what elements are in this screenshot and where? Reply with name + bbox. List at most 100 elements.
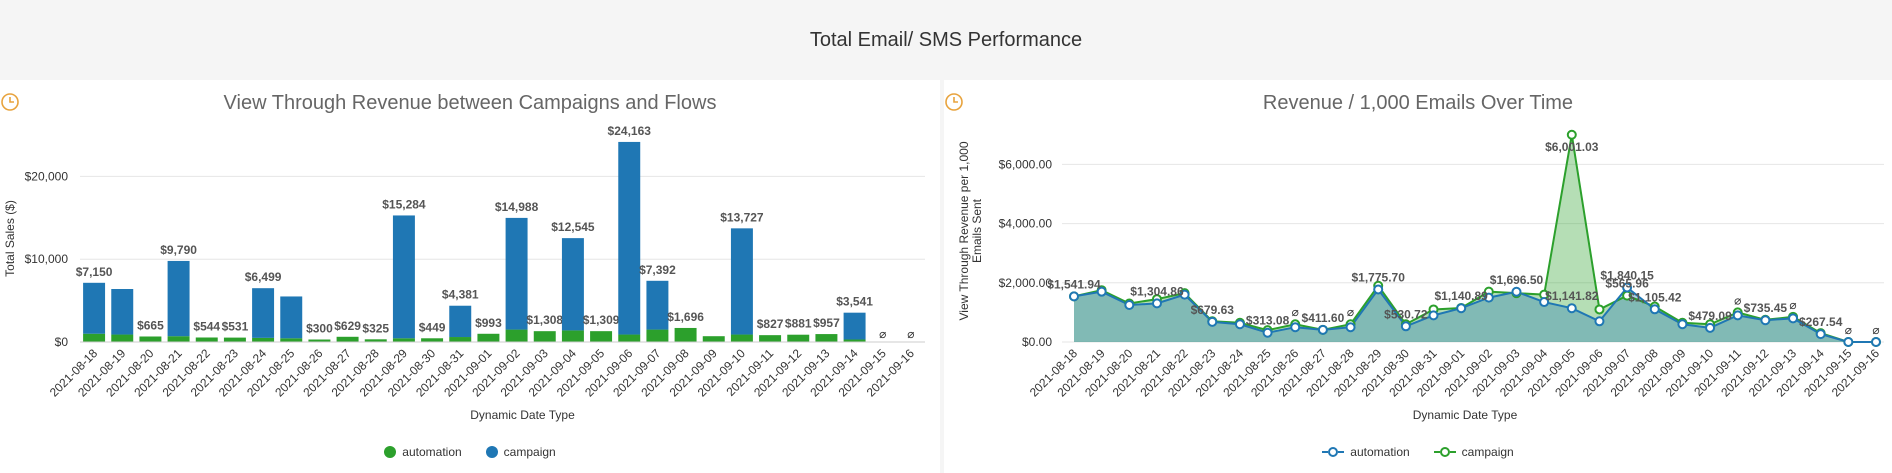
point-data-label: $530.72: [1384, 307, 1428, 321]
area-chart-title: Revenue / 1,000 Emails Over Time: [1262, 92, 1574, 114]
point-automation: [1483, 292, 1494, 303]
bar-campaign: [280, 296, 303, 339]
empty-marker: ⌀: [1734, 293, 1741, 307]
point-automation: [1400, 321, 1411, 332]
legend-item-automation[interactable]: automation: [1322, 445, 1410, 459]
bar-automation: [674, 327, 697, 342]
point-data-label: $1,105.42: [1628, 290, 1682, 304]
point-automation: [1428, 310, 1439, 321]
point-automation: [1622, 282, 1633, 293]
point-automation: [1345, 322, 1356, 333]
bar-data-label: $629: [334, 319, 361, 333]
point-automation: [1373, 284, 1384, 295]
point-automation: [1124, 300, 1135, 310]
bar-campaign: [111, 289, 134, 335]
bar-automation: [139, 336, 162, 342]
point-automation: [1262, 327, 1273, 338]
point-automation: [1234, 319, 1245, 330]
bar-chart-title: View Through Revenue between Campaigns a…: [223, 92, 717, 114]
point-automation: [1290, 322, 1301, 333]
revenue-bar-panel: View Through Revenue between Campaigns a…: [0, 80, 940, 473]
legend-swatch-automation: [1322, 447, 1345, 457]
bar-campaign: [167, 260, 190, 337]
empty-marker: ⌀: [879, 327, 886, 341]
empty-marker: ⌀: [1872, 323, 1879, 337]
bar-data-label: $300: [306, 322, 333, 336]
bar-campaign: [505, 217, 528, 330]
bar-automation: [561, 330, 584, 342]
bar-automation: [336, 336, 359, 342]
bar-automation: [759, 335, 782, 342]
legend-item-campaign[interactable]: campaign: [1433, 445, 1514, 459]
legend-item-campaign[interactable]: campaign: [485, 445, 556, 459]
bar-campaign: [449, 305, 472, 338]
bar-automation: [505, 329, 528, 342]
y-tick-label: $2,000.00: [999, 276, 1053, 290]
area-automation: [1074, 287, 1876, 342]
bar-campaign: [646, 280, 669, 330]
bar-automation: [477, 333, 500, 342]
legend-swatch-campaign: [485, 446, 498, 458]
bar-data-label: $4,381: [442, 288, 479, 302]
bar-data-label: $15,284: [382, 197, 426, 211]
bar-automation: [449, 337, 472, 342]
clock-icon[interactable]: [944, 92, 964, 112]
point-automation: [1539, 297, 1550, 308]
y-tick-label: $0.00: [1022, 335, 1052, 349]
point-automation: [1677, 319, 1688, 330]
point-data-label: $1,775.70: [1352, 270, 1406, 284]
bar-data-label: $12,545: [551, 220, 595, 234]
point-automation: [1566, 303, 1577, 314]
point-data-label: $313.08: [1246, 314, 1290, 328]
bar-data-label: $1,696: [667, 310, 704, 324]
bar-automation: [223, 337, 246, 342]
bar-data-label: $6,499: [245, 270, 282, 284]
bar-campaign: [252, 288, 275, 338]
bar-campaign: [618, 141, 641, 335]
point-automation: [1179, 289, 1190, 300]
point-automation: [1456, 303, 1467, 314]
bar-data-label: $957: [813, 316, 840, 330]
area-legend: automation campaign: [944, 445, 1892, 459]
point-automation: [1649, 304, 1660, 315]
point-data-label: $1,696.50: [1490, 273, 1544, 287]
bar-data-label: $24,163: [608, 124, 652, 138]
point-campaign: [1594, 304, 1605, 315]
bar-campaign: [392, 215, 415, 339]
point-automation: [1788, 313, 1799, 324]
bar-automation: [280, 338, 303, 342]
bar-data-label: $881: [785, 317, 812, 331]
point-automation: [1760, 315, 1771, 326]
point-data-label: $411.60: [1302, 311, 1345, 325]
bar-legend: automation campaign: [0, 445, 940, 459]
y-tick-label: $20,000: [25, 169, 69, 183]
bar-data-label: $531: [222, 320, 249, 334]
bar-data-label: $1,308: [526, 313, 563, 327]
point-data-label: $735.45: [1744, 301, 1788, 315]
point-automation: [1151, 298, 1162, 309]
point-automation: [1815, 329, 1826, 340]
clock-icon[interactable]: [0, 92, 20, 112]
empty-marker: ⌀: [1292, 305, 1299, 319]
revenue-per-email-panel: Revenue / 1,000 Emails Over Time $0.00 $2…: [944, 80, 1892, 473]
empty-marker: ⌀: [1845, 323, 1852, 337]
empty-marker: ⌀: [1789, 298, 1796, 312]
bar-automation: [590, 331, 613, 342]
point-automation: [1207, 316, 1218, 327]
bar-data-label: $827: [757, 317, 784, 331]
point-automation: [1871, 337, 1881, 347]
point-data-label: $479.09: [1688, 309, 1732, 323]
legend-item-automation[interactable]: automation: [384, 445, 462, 459]
bar-data-label: $13,727: [720, 210, 764, 224]
bar-data-label: $544: [193, 319, 220, 333]
legend-label: campaign: [503, 445, 556, 459]
bar-automation: [730, 334, 753, 342]
bar-data-label: $993: [475, 316, 502, 330]
legend-label: automation: [402, 445, 462, 459]
bar-automation: [843, 339, 866, 342]
bar-automation: [111, 334, 134, 342]
bar-campaign: [730, 228, 753, 335]
point-data-label: $1,141.82: [1545, 289, 1599, 303]
legend-swatch-campaign: [1433, 447, 1456, 457]
